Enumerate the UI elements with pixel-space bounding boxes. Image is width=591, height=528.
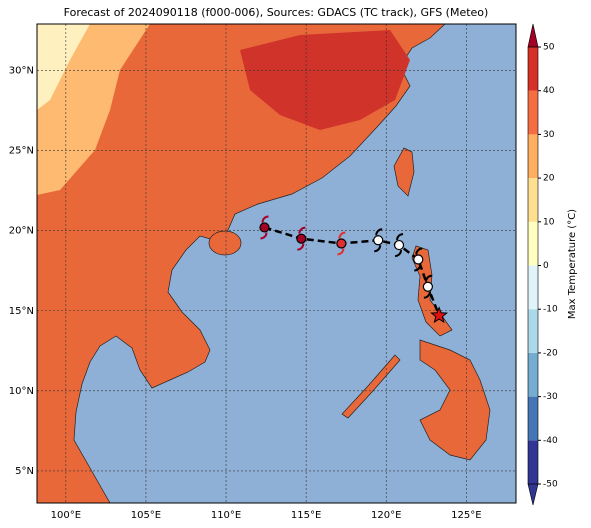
track-point <box>393 239 405 251</box>
track-line <box>264 226 441 317</box>
visayas-mindanao <box>419 339 491 461</box>
colorbar-tick-label: 20 <box>543 174 555 184</box>
colorbar-label: Max Temperature (°C) <box>567 209 578 319</box>
colorbar-band <box>528 134 538 179</box>
mainland <box>37 24 446 503</box>
hainan <box>208 230 242 256</box>
colorbar-tick-label: -30 <box>543 392 558 402</box>
colorbar-band <box>528 352 538 397</box>
cyclone-arms <box>394 233 404 258</box>
colorbar-band <box>528 265 538 310</box>
cool-region <box>37 24 90 110</box>
colorbar-band <box>528 440 538 484</box>
colorbar-extend-bottom <box>527 483 539 506</box>
colorbar-tick-label: 0 <box>543 261 549 271</box>
track-point <box>422 281 433 292</box>
colorbar-band <box>528 178 538 222</box>
track-point <box>296 233 307 244</box>
lon-label: 110°E <box>211 510 241 521</box>
lat-label: 5°N <box>15 466 34 477</box>
cyclone-arms <box>374 228 383 253</box>
track-point <box>336 238 347 249</box>
track-point <box>259 222 270 233</box>
lat-label: 25°N <box>9 146 34 157</box>
lat-label: 30°N <box>9 65 34 76</box>
lat-label: 10°N <box>9 386 34 397</box>
lon-label: 125°E <box>451 510 481 521</box>
colorbar-tick-label: -20 <box>543 348 558 358</box>
cyclone-arms <box>423 274 433 299</box>
track-point <box>413 254 424 265</box>
colorbar-band <box>528 309 538 353</box>
lat-label: 20°N <box>9 226 34 237</box>
colorbar-band <box>528 47 538 91</box>
lon-label: 100°E <box>51 510 81 521</box>
lon-label: 115°E <box>291 510 321 521</box>
colorbar-band <box>528 90 538 135</box>
cyclone-arms <box>297 226 306 251</box>
title: Forecast of 2024090118 (f000-006), Sourc… <box>64 6 489 19</box>
colorbar-tick-label: 50 <box>543 43 555 53</box>
warm-region <box>240 30 410 130</box>
colorbar-extend-top <box>527 23 539 48</box>
lat-label: 15°N <box>9 306 34 317</box>
cyclone-arms <box>414 247 423 272</box>
colorbar-tick-label: -40 <box>543 436 558 446</box>
colorbar-tick-label: 30 <box>543 130 555 140</box>
colorbar-band <box>528 221 538 266</box>
palawan <box>341 354 401 419</box>
track-point <box>373 235 384 246</box>
colorbar-tick-label: 10 <box>543 217 555 227</box>
cyclone-arms <box>337 231 346 256</box>
map <box>37 24 516 503</box>
colorbar-band <box>528 396 538 441</box>
colorbar-tick-label: -50 <box>543 480 558 490</box>
colorbar-tick-label: 40 <box>543 86 555 96</box>
taiwan <box>393 147 415 197</box>
cyclone-arms <box>260 215 269 240</box>
map-frame <box>36 23 517 504</box>
lon-label: 105°E <box>131 510 161 521</box>
lon-label: 120°E <box>371 510 401 521</box>
track-star <box>430 306 448 324</box>
colorbar-tick-label: -10 <box>543 305 558 315</box>
